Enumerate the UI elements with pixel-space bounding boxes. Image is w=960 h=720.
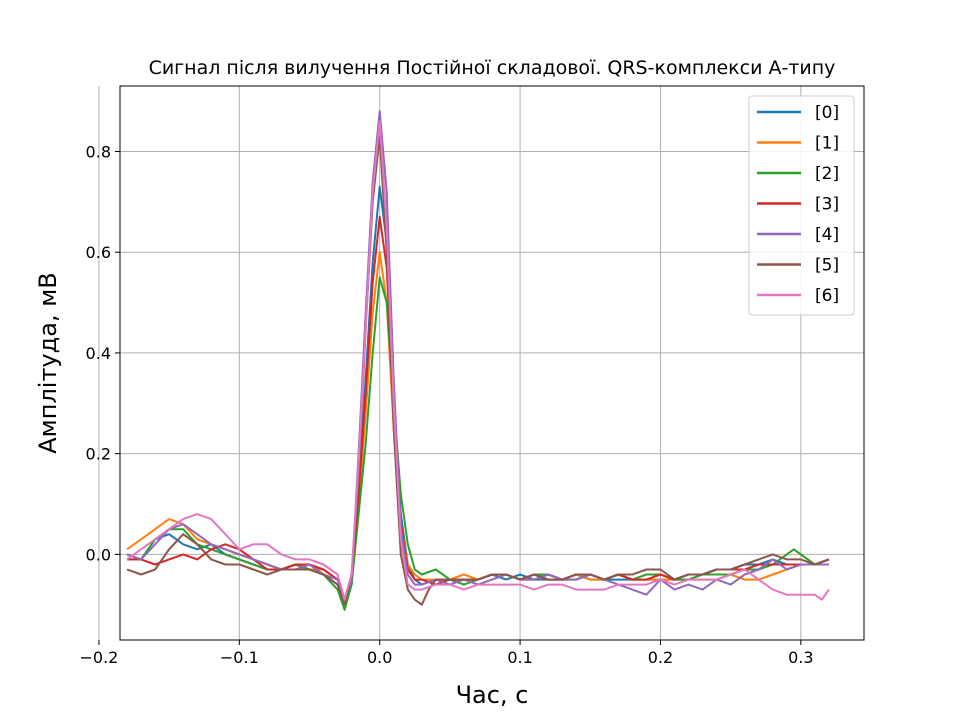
x-tick-label: −0.2 [80, 648, 119, 667]
series-line-6 [126, 120, 830, 601]
x-tick-label: −0.1 [220, 648, 259, 667]
series-line-5 [126, 135, 830, 606]
x-tick-label: 0.3 [788, 648, 813, 667]
legend-label-2: [2] [815, 164, 839, 184]
legend: [0] [1] [2] [3] [4] [5] [6] [748, 95, 855, 316]
y-tick-label: 0.6 [86, 243, 111, 262]
y-tick-label: 0.8 [86, 142, 111, 161]
y-tick-label: 0.2 [86, 445, 111, 464]
legend-label-0: [0] [815, 103, 839, 123]
legend-label-1: [1] [815, 134, 839, 154]
legend-label-5: [5] [815, 256, 839, 276]
legend-label-6: [6] [815, 286, 839, 306]
y-tick-label: 0.0 [86, 545, 111, 564]
series-line-2 [127, 276, 830, 611]
x-tick-label: 0.1 [507, 648, 532, 667]
x-axis-ticks: −0.2 −0.1 0.0 0.1 0.2 0.3 [80, 640, 814, 667]
legend-box [748, 95, 855, 316]
x-tick-label: 0.2 [648, 648, 673, 667]
plot-frame [119, 85, 865, 641]
y-axis-label: Амплітуда, мВ [34, 272, 62, 454]
x-axis-label: Час, с [456, 681, 529, 709]
y-axis-ticks: 0.0 0.2 0.4 0.6 0.8 [86, 142, 120, 564]
x-tick-label: 0.0 [367, 648, 392, 667]
legend-label-4: [4] [815, 225, 839, 245]
chart-title: Сигнал після вилучення Постійної складов… [149, 57, 836, 79]
legend-label-3: [3] [815, 195, 839, 215]
series-layer [126, 110, 830, 611]
y-tick-label: 0.4 [86, 344, 111, 363]
